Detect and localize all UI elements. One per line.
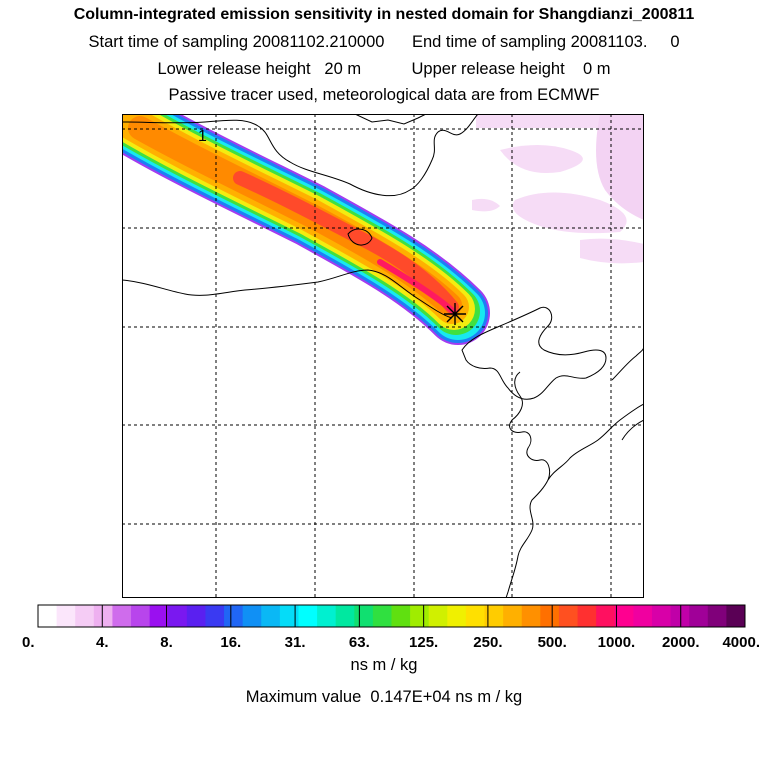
colorbar-swatch [242,605,262,627]
colorbar-tick-label: 500. [538,634,567,651]
sampling-time-line: Start time of sampling 20081102.210000 E… [88,33,680,51]
colorbar-swatch [689,605,709,627]
colorbar-swatch [75,605,95,627]
release-site-marker [444,303,466,325]
colorbar-swatch [168,605,188,627]
colorbar-tick-label: 125. [409,634,438,651]
map-grid [122,114,644,598]
colorbar-swatch [670,605,690,627]
colorbar-swatch [633,605,653,627]
chart-title: Column-integrated emission sensitivity i… [73,6,695,23]
colorbar-swatch [354,605,374,627]
colorbar-tick-label: 4. [96,634,109,651]
maximum-value: Maximum value 0.147E+04 ns m / kg [245,688,523,706]
colorbar-swatch [465,605,486,627]
colorbar-swatch [540,605,560,627]
colorbar-swatch [279,605,299,627]
colorbar-frame [37,604,746,628]
colorbar-swatch [261,605,281,627]
colorbar-swatch [707,605,727,627]
colorbar-swatch [131,605,151,627]
colorbar-swatch [447,605,467,627]
colorbar-swatch [651,605,672,627]
colorbar-swatch [484,605,504,627]
tracer-info-line: Passive tracer used, meteorological data… [168,86,600,104]
plume-label: 1 [198,128,207,145]
colorbar-tick-label: 250. [473,634,502,651]
colorbar-swatch [186,605,206,627]
colorbar-tick-label: 4000. [722,634,760,651]
colorbar-swatch [391,605,411,627]
colorbar-tick-label: 2000. [662,634,700,651]
low-sensitivity-field [472,114,644,264]
colorbar-swatch [335,605,355,627]
colorbar-tick-label: 31. [285,634,306,651]
colorbar-swatch [224,605,244,627]
coastlines [122,114,644,598]
colorbar [37,604,746,628]
colorbar-swatch [38,605,58,627]
colorbar-swatch [596,605,616,627]
colorbar-swatch [503,605,523,627]
colorbar-swatch [558,605,579,627]
colorbar-tick-label: 1000. [598,634,636,651]
plume [122,114,490,345]
colorbar-tick-label: 63. [349,634,370,651]
colorbar-tick-label: 16. [220,634,241,651]
colorbar-tick-label: 0. [22,634,35,651]
colorbar-swatch [112,605,132,627]
colorbar-swatch [56,605,76,627]
colorbar-swatch [205,605,225,627]
colorbar-ticks: 0. 4. 8. 16. 31. 63. 125. 250. 500. 1000. 2000. 400… [22,605,760,651]
colorbar-units: ns m / kg [350,656,418,674]
release-height-line: Lower release height 20 m Upper release … [157,60,611,78]
colorbar-swatch [577,605,597,627]
colorbar-swatch [726,605,746,627]
colorbar-tick-label: 8. [160,634,173,651]
map-frame [122,114,644,598]
colorbar-swatch [93,605,113,627]
colorbar-swatch [410,605,430,627]
colorbar-swatch [149,605,169,627]
colorbar-swatch [372,605,392,627]
colorbar-swatch [428,605,448,627]
colorbar-swatch [521,605,541,627]
colorbar-swatch [614,605,634,627]
colorbar-swatch [298,605,318,627]
colorbar-swatch [317,605,337,627]
plume-band-red [233,171,459,314]
